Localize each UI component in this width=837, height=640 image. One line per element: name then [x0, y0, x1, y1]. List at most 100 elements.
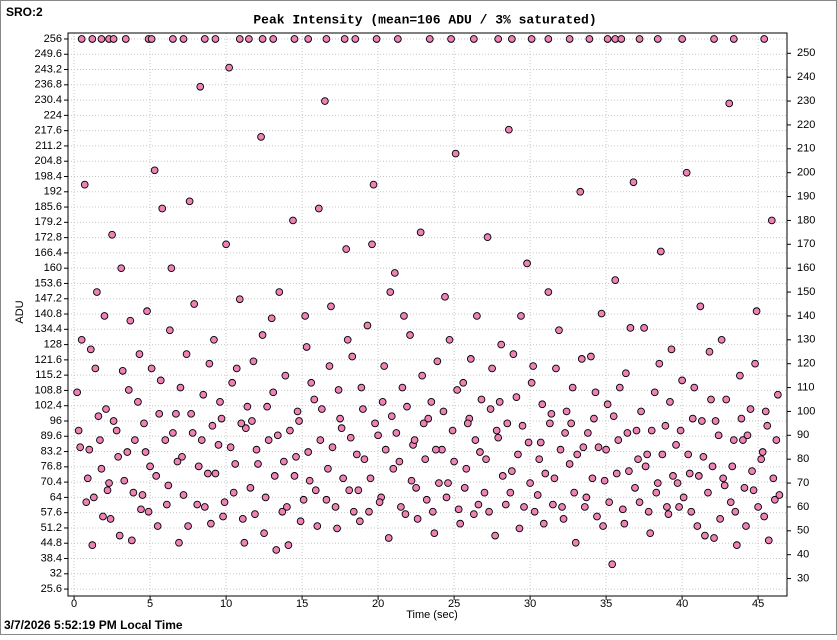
y2-tick-label: 240: [797, 71, 815, 83]
data-point: [757, 455, 766, 464]
y-tick-label: 70.4: [41, 476, 62, 488]
data-point: [556, 445, 565, 454]
data-point: [725, 99, 734, 108]
data-point: [269, 388, 278, 397]
data-point: [290, 35, 299, 43]
data-point: [229, 488, 238, 497]
y-tick-label: 236.8: [34, 79, 62, 91]
data-point: [275, 288, 284, 296]
data-point: [760, 512, 769, 521]
data-point: [118, 366, 127, 375]
data-point: [714, 431, 723, 440]
data-point: [520, 503, 528, 511]
data-point: [283, 503, 291, 511]
data-point: [126, 316, 135, 325]
data-point: [518, 421, 527, 430]
data-point: [109, 417, 118, 425]
data-point: [76, 443, 85, 452]
y2-tick-label: 140: [797, 310, 815, 322]
data-point: [754, 503, 762, 511]
data-point: [568, 383, 577, 392]
data-point: [593, 512, 601, 521]
data-point: [422, 495, 431, 504]
data-point: [228, 378, 237, 387]
chart-title: Peak Intensity (mean=106 ADU / 3% satura…: [253, 12, 596, 27]
x-tick-label: 40: [676, 598, 688, 610]
data-point: [267, 314, 276, 323]
data-point: [710, 534, 718, 542]
data-point: [345, 486, 354, 495]
data-point: [85, 445, 94, 454]
data-point: [296, 517, 305, 526]
data-point: [147, 364, 156, 373]
data-point: [634, 455, 642, 464]
data-point: [343, 335, 352, 344]
data-point: [292, 452, 300, 461]
data-point: [445, 335, 454, 344]
data-point: [77, 335, 86, 344]
data-point: [354, 486, 363, 495]
data-point: [641, 462, 650, 471]
data-point: [273, 431, 282, 440]
data-point: [451, 149, 460, 158]
data-point: [476, 448, 484, 456]
data-point: [102, 405, 110, 413]
data-point: [612, 469, 621, 478]
data-point: [656, 247, 665, 256]
data-point: [567, 419, 575, 428]
data-point: [685, 469, 694, 478]
data-point: [88, 541, 97, 549]
data-point: [591, 388, 600, 397]
data-point: [427, 398, 436, 406]
data-point: [459, 378, 468, 387]
data-point: [196, 82, 205, 91]
data-point: [424, 414, 433, 423]
data-point: [286, 426, 294, 435]
data-point: [501, 500, 510, 509]
data-point: [304, 35, 313, 43]
y-tick-label: 153.6: [34, 277, 62, 289]
data-point: [576, 187, 585, 196]
data-point: [333, 524, 341, 533]
data-point: [435, 479, 443, 487]
data-point: [620, 519, 629, 528]
y-tick-label: 32: [50, 568, 62, 580]
data-point: [264, 436, 273, 444]
data-point: [558, 503, 566, 511]
data-point: [322, 495, 331, 504]
data-point: [164, 481, 173, 490]
data-point: [321, 97, 329, 105]
data-point: [536, 438, 545, 447]
data-point: [561, 429, 569, 437]
data-point: [378, 398, 387, 406]
data-point: [73, 388, 81, 397]
data-point: [711, 417, 720, 425]
y-tick-label: 89.6: [41, 430, 62, 442]
data-point: [732, 541, 741, 549]
data-point: [314, 204, 323, 213]
data-point: [99, 512, 107, 521]
y-tick-label: 249.6: [34, 48, 62, 60]
data-point: [506, 488, 515, 497]
data-point: [348, 352, 357, 361]
data-point: [508, 467, 516, 475]
data-point: [635, 498, 644, 507]
data-point: [135, 350, 144, 358]
data-point: [764, 536, 773, 545]
y2-tick-label: 160: [797, 262, 815, 274]
data-point: [740, 483, 749, 492]
data-point: [441, 292, 449, 301]
y-tick-label: 160: [44, 262, 62, 274]
data-point: [217, 414, 226, 423]
y-tick-label: 243.2: [34, 63, 62, 75]
data-point: [473, 312, 481, 320]
data-point: [693, 522, 702, 530]
data-point: [698, 417, 706, 425]
y2-tick-label: 250: [797, 47, 815, 59]
data-point: [640, 324, 648, 332]
data-point: [105, 479, 113, 487]
data-point: [555, 326, 563, 335]
data-point: [720, 481, 729, 490]
data-point: [184, 522, 192, 530]
